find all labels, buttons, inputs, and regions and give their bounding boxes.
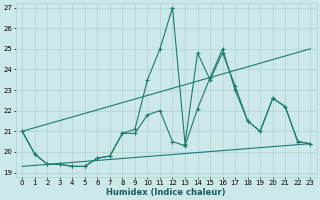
X-axis label: Humidex (Indice chaleur): Humidex (Indice chaleur) (107, 188, 226, 197)
